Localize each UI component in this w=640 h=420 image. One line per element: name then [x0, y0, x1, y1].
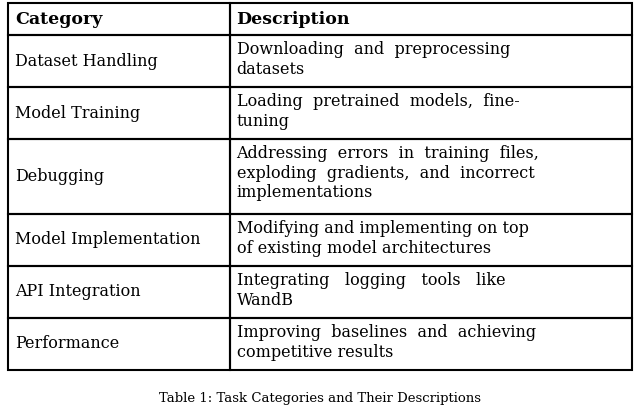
Text: Model Training: Model Training: [15, 105, 140, 121]
Bar: [230, 318, 632, 370]
Text: Debugging: Debugging: [15, 168, 104, 185]
Text: Performance: Performance: [15, 336, 119, 352]
Text: Integrating   logging   tools   like
WandB: Integrating logging tools like WandB: [237, 272, 505, 309]
Bar: [8, 318, 230, 370]
Bar: [230, 87, 632, 139]
Bar: [8, 139, 230, 214]
Bar: [230, 3, 632, 35]
Text: Addressing  errors  in  training  files,
exploding  gradients,  and  incorrect
i: Addressing errors in training files, exp…: [237, 145, 540, 201]
Text: Downloading  and  preprocessing
datasets: Downloading and preprocessing datasets: [237, 41, 510, 78]
Bar: [8, 35, 230, 87]
Bar: [8, 266, 230, 318]
Bar: [230, 35, 632, 87]
Bar: [230, 266, 632, 318]
Text: Model Implementation: Model Implementation: [15, 231, 200, 249]
Bar: [8, 3, 230, 35]
Bar: [8, 214, 230, 266]
Bar: [230, 214, 632, 266]
Text: Loading  pretrained  models,  fine-
tuning: Loading pretrained models, fine- tuning: [237, 93, 519, 130]
Bar: [230, 139, 632, 214]
Text: API Integration: API Integration: [15, 284, 141, 300]
Text: Dataset Handling: Dataset Handling: [15, 52, 157, 69]
Text: Table 1: Task Categories and Their Descriptions: Table 1: Task Categories and Their Descr…: [159, 392, 481, 405]
Text: Category: Category: [15, 10, 102, 27]
Text: Improving  baselines  and  achieving
competitive results: Improving baselines and achieving compet…: [237, 324, 536, 361]
Text: Description: Description: [237, 10, 350, 27]
Bar: [8, 87, 230, 139]
Text: Modifying and implementing on top
of existing model architectures: Modifying and implementing on top of exi…: [237, 220, 529, 257]
